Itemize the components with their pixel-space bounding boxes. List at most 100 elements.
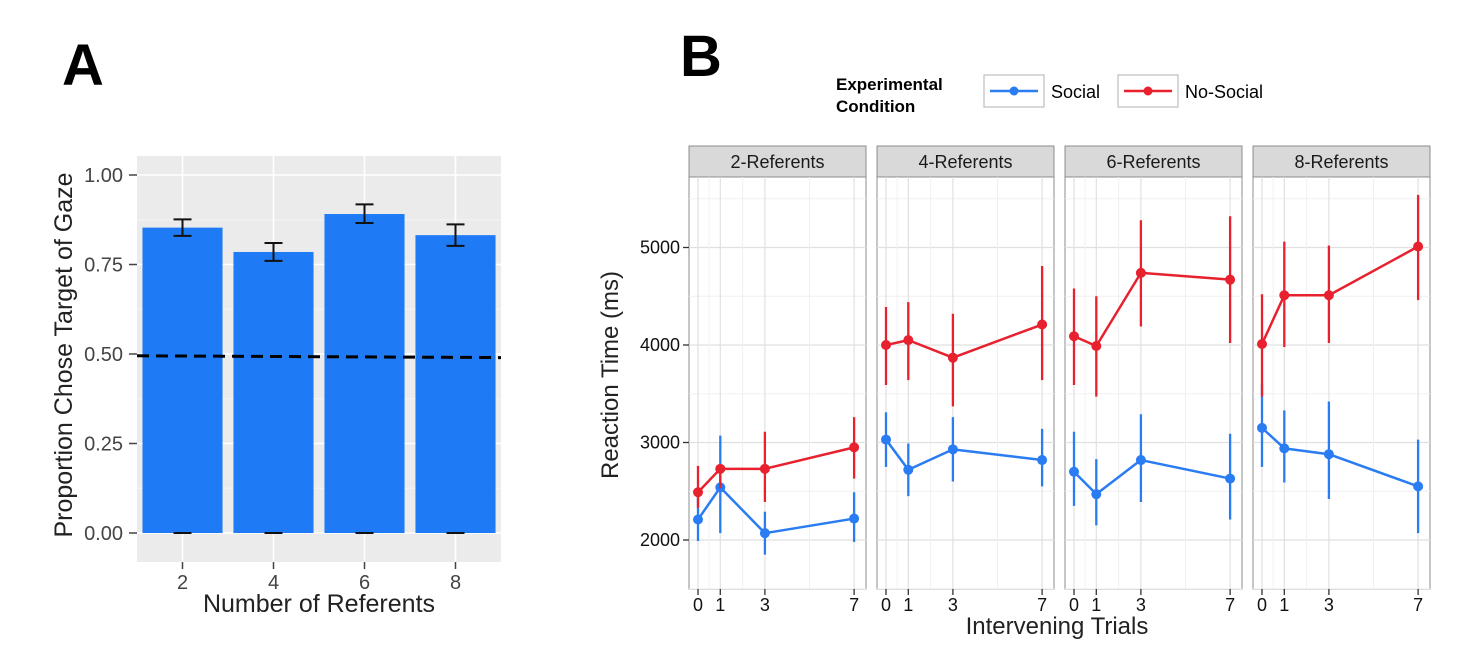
no-social-point — [1413, 241, 1424, 252]
social-point — [1323, 449, 1334, 460]
facet-strip — [876, 145, 1055, 178]
facet-6-Referents: 6-Referents 0 1 3 7 — [1064, 145, 1243, 615]
panel-a-x-tick-label: 2 — [177, 572, 188, 594]
social-point — [1279, 443, 1290, 454]
facet-strip-label: 4-Referents — [918, 152, 1012, 172]
social-point — [1069, 466, 1079, 477]
no-social-point — [759, 463, 770, 474]
facet-x-tick-label: 3 — [948, 595, 958, 615]
panel-b-y-tick-label: 3000 — [640, 433, 680, 453]
no-social-point — [1323, 290, 1334, 301]
no-social-point — [947, 352, 958, 363]
panel-a-x-axis-label: Number of Referents — [203, 590, 435, 618]
facet-x-tick-label: 3 — [760, 595, 770, 615]
no-social-series-line — [697, 446, 855, 494]
panel-a-y-tick-label: 1.00 — [84, 165, 123, 187]
legend-key-no-social-point — [1143, 86, 1153, 96]
social-point — [881, 434, 891, 445]
bar-4 — [233, 251, 314, 533]
legend-title-line-1: Experimental — [836, 75, 943, 94]
panel-a-x-tick-label: 8 — [450, 572, 461, 594]
facet-x-tick-label: 0 — [881, 595, 891, 615]
facet-x-tick-label: 3 — [1324, 595, 1334, 615]
social-series-line — [1261, 426, 1419, 488]
bar-8 — [415, 235, 496, 534]
legend-label-social: Social — [1051, 82, 1100, 102]
social-point — [903, 464, 914, 475]
facet-x-tick-label: 1 — [1279, 595, 1289, 615]
social-point — [1257, 422, 1267, 433]
panel-b-x-axis-label: Intervening Trials — [966, 613, 1149, 640]
bar-6 — [324, 214, 405, 533]
no-social-series-line — [1260, 245, 1419, 345]
facet-strip — [1064, 145, 1243, 178]
facet-x-tick-label: 7 — [849, 595, 859, 615]
facet-x-tick-label: 3 — [1136, 595, 1146, 615]
social-point — [947, 444, 958, 455]
facet-2-Referents: 2-Referents 0 1 3 7 — [688, 145, 867, 615]
panel-a-letter: A — [62, 33, 104, 98]
panel-a-y-tick-label: 0.25 — [84, 434, 123, 456]
facet-plot-area — [1064, 176, 1243, 590]
no-social-point — [1279, 290, 1290, 301]
facet-x-tick-label: 1 — [715, 595, 725, 615]
social-point — [849, 513, 860, 524]
facet-x-tick-label: 7 — [1413, 595, 1423, 615]
panel-b-y-tick-label: 5000 — [640, 238, 680, 258]
social-point — [1225, 473, 1236, 484]
social-point — [1413, 481, 1424, 492]
facet-strip-label: 2-Referents — [730, 152, 824, 172]
social-series-line — [884, 438, 1043, 472]
no-social-point — [849, 442, 860, 453]
panel-b-y-tick-labels: 2000 3000 4000 5000 — [640, 238, 689, 550]
social-point — [1135, 455, 1146, 466]
social-series-line — [696, 486, 855, 535]
facet-strip — [1252, 145, 1431, 178]
legend: Experimental Condition Social No-Social — [836, 74, 1263, 116]
facet-x-tick-label: 7 — [1037, 595, 1047, 615]
panel-b-y-tick-label: 2000 — [640, 530, 680, 550]
bar-2 — [142, 227, 223, 533]
panel-a-x-tick-label: 6 — [359, 572, 370, 594]
no-social-point — [1135, 267, 1146, 278]
social-point — [1037, 455, 1048, 466]
facet-plot-area — [1252, 176, 1431, 590]
no-social-series-line — [1073, 271, 1231, 348]
social-point — [693, 514, 703, 525]
facet-plot-area — [876, 176, 1055, 590]
panel-a-x-tick-label: 4 — [268, 572, 279, 594]
no-social-point — [693, 487, 703, 498]
facet-x-tick-label: 0 — [1069, 595, 1079, 615]
social-series-line — [1073, 458, 1231, 496]
no-social-point — [881, 340, 891, 350]
no-social-point — [1225, 274, 1236, 285]
no-social-point — [903, 335, 914, 346]
chance-reference-line — [136, 354, 502, 360]
panel-a-y-tick-label: 0.75 — [84, 255, 123, 277]
panel-b-letter: B — [680, 24, 722, 89]
facet-strip — [688, 145, 867, 178]
facet-x-tick-label: 0 — [693, 595, 703, 615]
panel-a-y-axis-label: Proportion Chose Target of Gaze — [50, 172, 78, 537]
facet-plot-area — [688, 176, 867, 590]
social-point — [759, 528, 770, 539]
facet-x-tick-label: 1 — [903, 595, 913, 615]
social-point — [1091, 489, 1102, 500]
no-social-series-line — [885, 323, 1043, 359]
panel-a-bars — [142, 214, 496, 534]
no-social-point — [715, 463, 726, 474]
facet-8-Referents: 8-Referents 0 1 3 7 — [1252, 145, 1431, 615]
panel-a-x-tick-labels: 2 4 6 8 — [177, 562, 461, 594]
no-social-point — [1069, 331, 1079, 342]
facet-x-tick-label: 7 — [1225, 595, 1235, 615]
panel-b-y-axis-label: Reaction Time (ms) — [597, 271, 624, 479]
facet-x-tick-label: 0 — [1257, 595, 1267, 615]
panel-b-y-tick-label: 4000 — [640, 335, 680, 355]
facet-strip-label: 8-Referents — [1294, 152, 1388, 172]
panel-a: A 0.00 0.25 0.50 0.75 1.00 2 4 6 8 Number of Re… — [50, 33, 502, 618]
panel-b: B Experimental Condition Social No-Socia… — [597, 24, 1431, 640]
panel-a-y-tick-label: 0.00 — [84, 523, 123, 545]
no-social-point — [1037, 319, 1048, 330]
